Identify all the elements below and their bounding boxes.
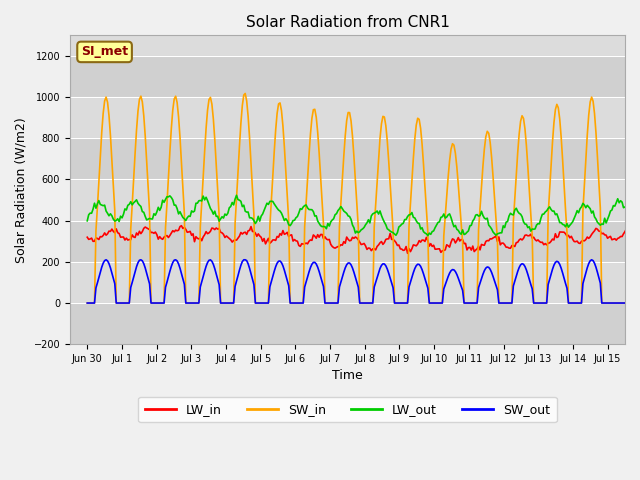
Bar [70,221,625,262]
Text: SI_met: SI_met [81,46,128,59]
Bar [70,138,625,180]
Title: Solar Radiation from CNR1: Solar Radiation from CNR1 [246,15,449,30]
Bar [70,303,625,344]
Bar [70,56,625,97]
X-axis label: Time: Time [332,370,363,383]
Y-axis label: Solar Radiation (W/m2): Solar Radiation (W/m2) [15,117,28,263]
Legend: LW_in, SW_in, LW_out, SW_out: LW_in, SW_in, LW_out, SW_out [138,397,557,422]
